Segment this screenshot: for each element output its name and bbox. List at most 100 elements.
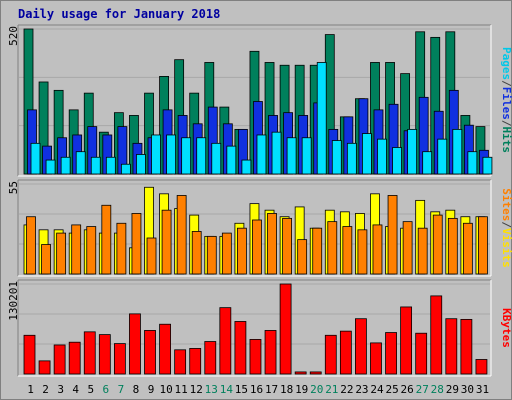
x-tick-label-17: 17 — [265, 383, 278, 396]
bar-kbytes-day-18 — [279, 283, 292, 375]
bar-pages-day-20 — [316, 62, 327, 175]
bar-kbytes-day-20 — [309, 371, 322, 375]
x-tick-label-20: 20 — [310, 383, 323, 396]
bar-sites-day-13 — [206, 235, 217, 275]
x-tick-label-15: 15 — [235, 383, 248, 396]
bar-pages-day-12 — [196, 137, 207, 175]
bar-sites-day-17 — [267, 213, 277, 275]
legend-entry: Pages — [500, 47, 512, 80]
x-tick-label-5: 5 — [87, 383, 94, 396]
bar-pages-day-16 — [256, 134, 267, 175]
bar-sites-day-22 — [342, 226, 353, 275]
bar-pages-day-21 — [331, 140, 342, 175]
bar-kbytes-day-9 — [144, 330, 156, 375]
x-tick-label-9: 9 — [148, 383, 155, 396]
bar-sites-day-31 — [478, 216, 488, 275]
bar-pages-day-31 — [482, 156, 493, 175]
bar-kbytes-day-7 — [113, 343, 126, 375]
bar-kbytes-day-28 — [430, 295, 443, 375]
bar-pages-day-14 — [226, 145, 237, 175]
bar-pages-day-23 — [362, 133, 372, 175]
legend-0: Pages/Files/Hits — [500, 47, 512, 153]
bar-kbytes-day-16 — [249, 339, 262, 375]
x-tick-label-29: 29 — [446, 383, 459, 396]
x-tick-label-1: 1 — [27, 383, 34, 396]
legend-entry: Hits — [500, 127, 512, 154]
x-tick-label-2: 2 — [42, 383, 49, 396]
legend-entry: / — [500, 221, 512, 228]
bar-kbytes-day-22 — [339, 330, 352, 375]
legend-entry: Visits — [500, 228, 512, 268]
x-tick-label-3: 3 — [57, 383, 64, 396]
bar-sites-day-9 — [146, 237, 157, 275]
bar-pages-day-30 — [467, 151, 478, 175]
x-tick-label-14: 14 — [220, 383, 234, 396]
bar-pages-day-24 — [377, 138, 387, 175]
bar-pages-day-25 — [392, 147, 402, 175]
bar-kbytes-day-29 — [445, 318, 458, 375]
x-tick-label-13: 13 — [205, 383, 218, 396]
bar-kbytes-day-15 — [234, 321, 247, 375]
x-tick-label-12: 12 — [190, 383, 203, 396]
bar-kbytes-day-26 — [400, 306, 413, 375]
x-tick-label-11: 11 — [175, 383, 188, 396]
bar-sites-day-6 — [101, 204, 112, 275]
x-tick-label-21: 21 — [325, 383, 338, 396]
x-tick-label-28: 28 — [431, 383, 444, 396]
bar-sites-day-12 — [191, 231, 202, 275]
legend-entry: Sites — [500, 188, 512, 221]
panel-1: 55 Sites/Visits — [7, 179, 512, 277]
bar-pages-day-28 — [437, 138, 448, 175]
x-tick-label-8: 8 — [133, 383, 140, 396]
bar-sites-day-14 — [221, 232, 232, 275]
x-tick-label-16: 16 — [250, 383, 263, 396]
bar-pages-day-1 — [30, 142, 41, 175]
bar-kbytes-day-11 — [174, 349, 187, 375]
bar-pages-day-6 — [105, 156, 116, 175]
bar-sites-day-25 — [387, 195, 398, 275]
y-max-label: 130201 — [7, 281, 20, 321]
legend-2: KBytes — [500, 308, 512, 348]
legend-1: Sites/Visits — [500, 188, 512, 268]
x-tick-label-22: 22 — [340, 383, 353, 396]
bar-sites-day-24 — [372, 224, 383, 275]
bar-pages-day-11 — [181, 137, 192, 175]
bar-kbytes-day-30 — [460, 318, 473, 375]
bar-sites-day-27 — [417, 227, 428, 275]
y-max-label: 520 — [7, 26, 20, 46]
legend-entry: Files — [500, 87, 512, 120]
bar-kbytes-day-31 — [475, 359, 488, 375]
bar-pages-day-2 — [45, 159, 56, 175]
bar-pages-day-13 — [211, 142, 222, 175]
bar-pages-day-4 — [75, 151, 86, 175]
bar-kbytes-day-17 — [264, 330, 277, 375]
legend-entry: KBytes — [500, 308, 512, 348]
bar-kbytes-day-3 — [53, 344, 66, 375]
bar-pages-day-3 — [60, 156, 71, 175]
bar-sites-day-26 — [402, 221, 413, 275]
bar-pages-day-8 — [136, 154, 146, 175]
bar-pages-day-26 — [407, 128, 418, 175]
bar-pages-day-10 — [166, 134, 176, 175]
x-tick-label-25: 25 — [385, 383, 398, 396]
bar-pages-day-18 — [286, 137, 297, 175]
bar-kbytes-day-4 — [68, 341, 81, 375]
x-tick-label-26: 26 — [401, 383, 414, 396]
bar-sites-day-23 — [357, 229, 368, 275]
bar-sites-day-29 — [447, 217, 458, 275]
x-tick-label-23: 23 — [355, 383, 368, 396]
bar-sites-day-30 — [462, 222, 473, 275]
bar-kbytes-day-27 — [415, 332, 428, 375]
bar-sites-day-20 — [312, 227, 323, 275]
bar-sites-day-16 — [252, 219, 262, 275]
bar-sites-day-28 — [432, 214, 443, 275]
x-tick-label-6: 6 — [103, 383, 110, 396]
bar-pages-day-5 — [90, 156, 101, 175]
legend-entry: / — [500, 80, 512, 87]
x-tick-label-27: 27 — [416, 383, 429, 396]
bar-sites-day-19 — [297, 239, 308, 275]
bar-sites-day-10 — [161, 209, 172, 275]
legend-entry: / — [500, 120, 512, 127]
x-tick-label-24: 24 — [370, 383, 384, 396]
